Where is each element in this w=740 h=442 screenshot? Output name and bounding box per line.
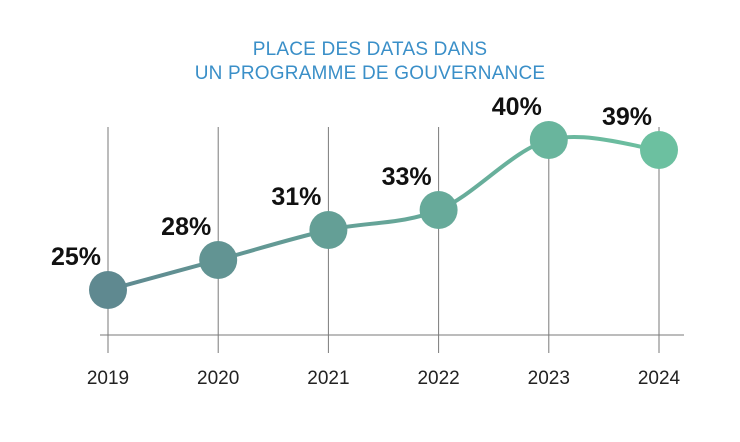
chart-title: PLACE DES DATAS DANS UN PROGRAMME DE GOU…: [0, 38, 740, 86]
chart-title-line-2: UN PROGRAMME DE GOUVERNANCE: [194, 63, 546, 84]
x-tick-label-2020: 2020: [197, 368, 239, 389]
x-tick-label-2024: 2024: [638, 368, 681, 389]
data-label-2023: 40%: [492, 93, 542, 121]
data-label-2020: 28%: [161, 213, 211, 241]
data-label-2021: 31%: [271, 183, 321, 211]
data-label-2024: 39%: [602, 103, 652, 131]
x-tick-label-2021: 2021: [307, 368, 349, 389]
x-tick-label-2023: 2023: [528, 368, 570, 389]
data-point-2020: [199, 241, 238, 279]
x-tick-label-2019: 2019: [87, 368, 129, 389]
chart-title-line-1: PLACE DES DATAS DANS: [252, 39, 488, 60]
data-point-2024: [640, 131, 678, 169]
data-label-2022: 33%: [382, 163, 432, 191]
x-tick-label-2022: 2022: [417, 368, 459, 389]
data-point-2022: [419, 191, 458, 229]
data-point-2023: [529, 121, 568, 159]
data-point-2021: [309, 211, 348, 249]
data-point-2019: [89, 271, 127, 309]
data-label-2019: 25%: [51, 243, 101, 271]
